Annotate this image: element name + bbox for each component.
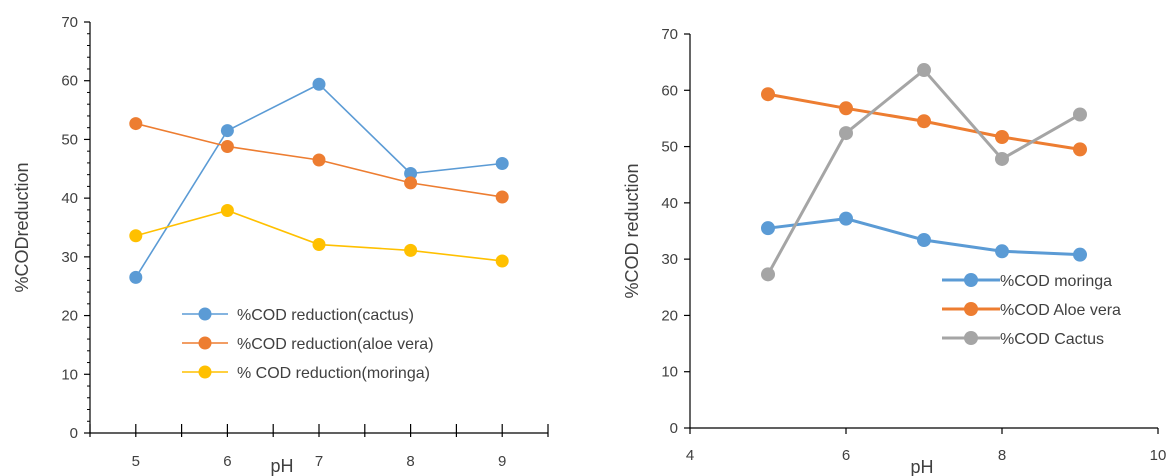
legend-label: %COD reduction(cactus) (237, 307, 414, 324)
data-point (995, 244, 1009, 259)
data-point (220, 124, 234, 138)
data-point (312, 153, 326, 167)
y-tick-label: 30 (61, 249, 78, 266)
data-point (1073, 142, 1087, 157)
data-point (761, 267, 775, 282)
x-tick-label: 6 (223, 453, 231, 470)
x-tick-label: 9 (498, 453, 506, 470)
data-point (404, 166, 418, 180)
x-axis-title: pH (270, 456, 293, 476)
data-point (129, 270, 143, 284)
y-tick-label: 20 (661, 307, 678, 324)
data-point (917, 63, 931, 78)
chart-left: 0 10 20 30 40 50 60 70 5 6 7 8 9 %CODreduction pH %COD … (12, 14, 549, 476)
x-tick-label: 5 (132, 453, 140, 470)
y-tick-label: 40 (61, 190, 78, 207)
data-point (404, 176, 418, 190)
data-point (761, 87, 775, 102)
legend-marker (198, 365, 212, 379)
x-tick-label: 4 (686, 447, 694, 464)
legend-label: %COD moringa (1000, 273, 1112, 290)
y-tick-label: 20 (61, 308, 78, 325)
data-point (129, 229, 143, 243)
y-axis-title: %CODreduction (12, 162, 32, 292)
y-tick-label: 0 (670, 420, 678, 437)
x-tick-label: 7 (315, 453, 323, 470)
data-point (129, 117, 143, 131)
data-point (839, 211, 853, 226)
legend-marker (198, 307, 212, 321)
data-point (1073, 247, 1087, 262)
y-tick-label: 0 (70, 425, 78, 442)
y-tick-label: 70 (661, 26, 678, 43)
legend-label: %COD Cactus (1000, 331, 1104, 348)
legend-label: %COD reduction(aloe vera) (237, 336, 434, 353)
y-tick-label: 50 (661, 139, 678, 156)
x-tick-label: 8 (998, 447, 1006, 464)
data-point (495, 157, 509, 171)
data-point (761, 221, 775, 236)
legend-label: % COD reduction(moringa) (237, 365, 430, 382)
data-point (839, 101, 853, 116)
data-point (917, 114, 931, 129)
x-tick-label: 8 (406, 453, 414, 470)
x-tick-label: 6 (842, 447, 850, 464)
y-tick-label: 60 (661, 82, 678, 99)
legend-marker (964, 331, 978, 345)
series-line (135, 209, 503, 262)
data-point (495, 190, 509, 204)
y-tick-label: 30 (661, 251, 678, 268)
y-tick-label: 50 (61, 131, 78, 148)
x-axis-title: pH (910, 457, 933, 476)
data-point (220, 203, 234, 217)
data-point (495, 254, 509, 268)
legend-marker (198, 336, 212, 350)
legend-marker (964, 273, 978, 287)
y-axis-title: %COD reduction (622, 163, 642, 298)
data-point (917, 233, 931, 248)
x-tick-label: 10 (1150, 447, 1167, 464)
y-tick-label: 10 (661, 364, 678, 381)
data-point (839, 126, 853, 141)
y-tick-label: 60 (61, 73, 78, 90)
data-point (312, 238, 326, 252)
legend-marker (964, 302, 978, 316)
y-tick-label: 40 (661, 195, 678, 212)
data-point (1073, 107, 1087, 122)
legend-label: %COD Aloe vera (1000, 302, 1121, 319)
data-point (220, 139, 234, 153)
y-tick-label: 10 (61, 366, 78, 383)
y-tick-label: 70 (61, 14, 78, 31)
chart-right: 0 10 20 30 40 50 60 70 4 6 8 10 %COD reduction pH %COD… (622, 26, 1166, 476)
data-point (312, 77, 326, 91)
data-point (995, 151, 1009, 166)
data-point (995, 130, 1009, 145)
data-point (404, 243, 418, 257)
